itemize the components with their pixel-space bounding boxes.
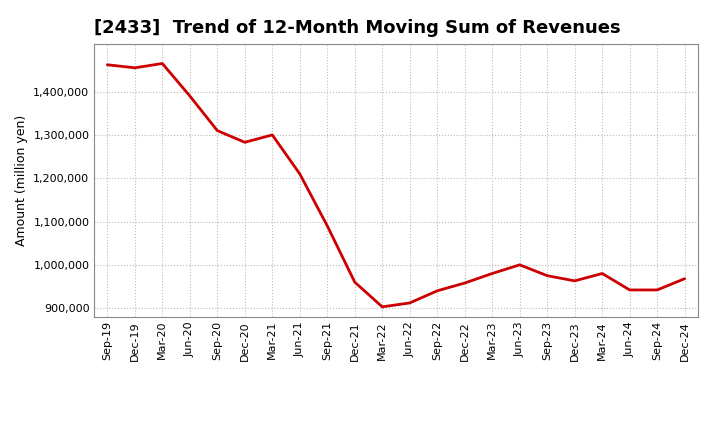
Y-axis label: Amount (million yen): Amount (million yen) [14,115,28,246]
Text: [2433]  Trend of 12-Month Moving Sum of Revenues: [2433] Trend of 12-Month Moving Sum of R… [94,19,620,37]
